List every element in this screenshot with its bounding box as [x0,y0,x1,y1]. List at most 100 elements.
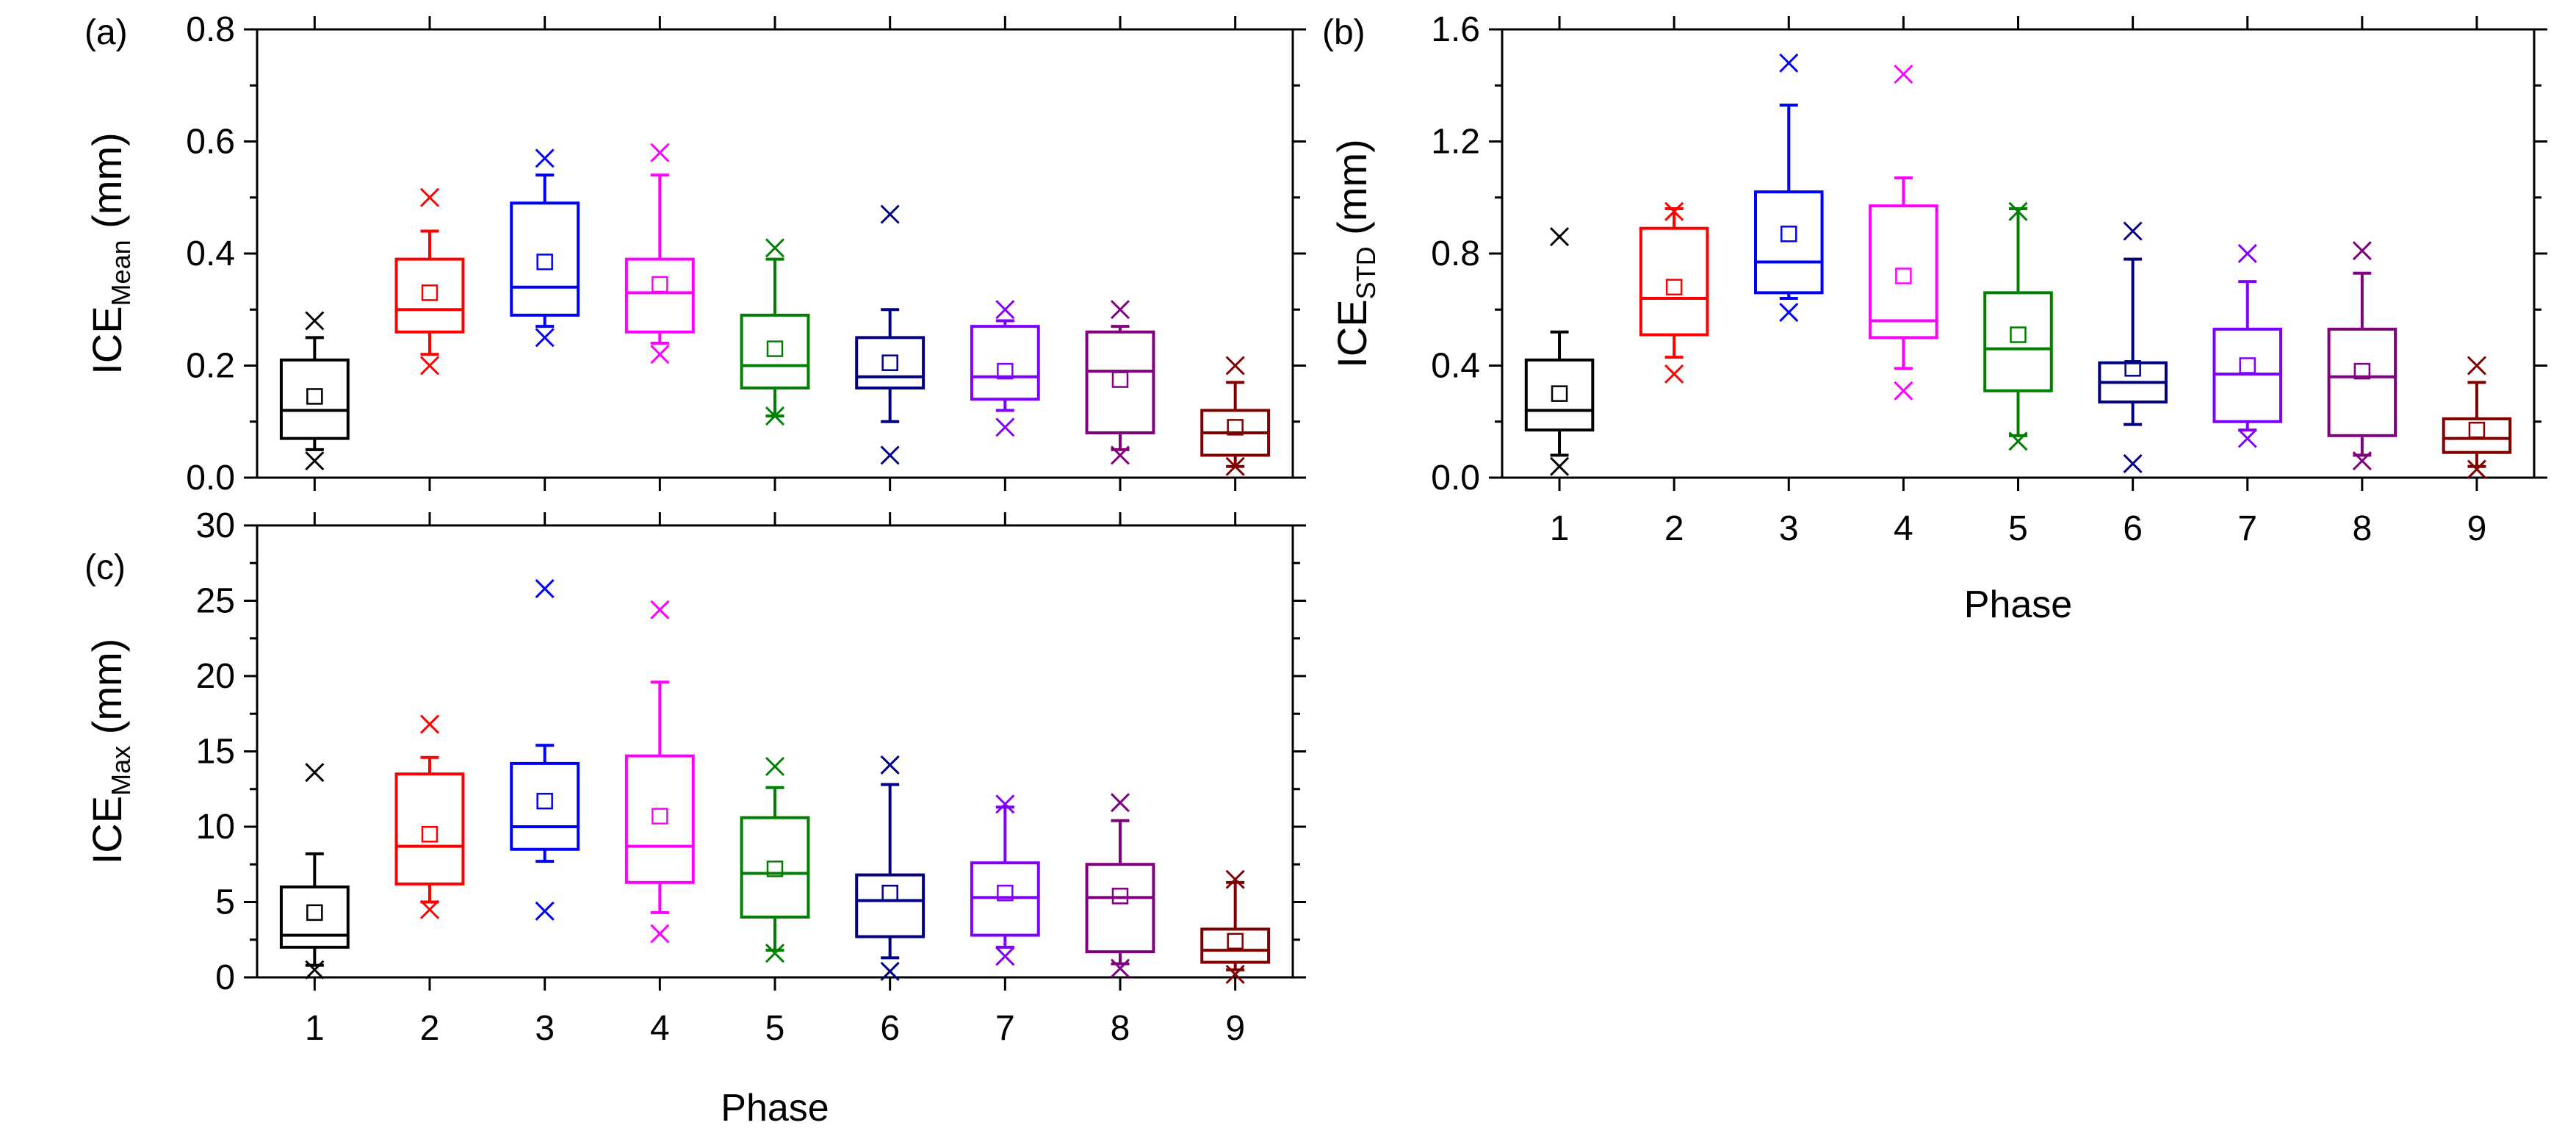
iqr-box [279,885,350,949]
min-marker [305,960,325,980]
x-tick-label: 8 [2352,509,2372,548]
box-phase-8 [2327,241,2398,471]
max-marker [995,300,1015,320]
iqr-box [1085,330,1155,434]
mean-marker [2353,362,2371,380]
mean-marker [881,354,898,371]
y-axis-label-subscript: Mean [106,240,136,306]
box-phase-5 [740,238,810,426]
max-marker [765,238,785,258]
iqr-box [279,358,350,440]
panel-a-ice-mean: 0.0 0.2 0.4 0.6 0.8 (a) ICEMean (mm) [84,10,1306,497]
y-axis-label-subscript: Max [106,746,136,796]
iqr-box [2327,327,2398,437]
min-marker [1894,381,1913,400]
box-phase-1 [1524,227,1595,476]
max-marker [1110,300,1130,320]
box-phase-9 [1200,869,1271,984]
x-tick-label: 8 [1111,1009,1130,1048]
max-marker [419,714,440,734]
iqr-box [1200,927,1271,964]
max-marker [995,794,1015,814]
box-phase-6 [855,755,926,981]
y-tick-label: 1.6 [1431,10,1480,49]
y-tick-label: 30 [196,506,235,545]
mean-marker [2468,421,2486,439]
iqr-box [2442,417,2512,454]
x-tick-label: 3 [535,1009,555,1048]
min-marker [2237,428,2257,448]
y-axis-label-main: ICE [84,796,130,864]
min-marker [1664,364,1684,384]
max-marker [650,600,670,619]
box-phase-4 [1869,64,1938,400]
panel-label: (c) [84,548,126,587]
max-marker [1225,356,1245,376]
min-marker [305,451,325,471]
box-phase-4 [624,143,695,364]
iqr-box [1754,190,1824,295]
min-marker [1549,456,1570,476]
panel-c-ice-max: 0 5 10 15 20 25 30 1 2 3 4 5 6 7 8 9 (c) ICEMax (mm) Phase [84,506,1306,1128]
max-marker [305,763,325,783]
min-marker [535,328,555,348]
panel-label: (a) [84,13,128,52]
iqr-box [394,257,465,334]
x-axis-label: Phase [721,1087,829,1128]
min-marker [535,901,555,921]
plot-frame [256,524,1294,979]
max-marker [2123,221,2143,241]
max-marker [1779,53,1799,73]
x-tick-label: 7 [2237,509,2257,548]
min-marker [995,417,1015,437]
box-phase-3 [510,579,580,921]
x-tick-label: 7 [995,1009,1015,1048]
x-tick-label: 1 [1550,509,1570,548]
iqr-box [970,861,1040,937]
max-marker [305,311,325,331]
max-marker [2467,356,2487,376]
y-tick-label: 0.4 [186,234,235,273]
min-marker [1225,964,1245,984]
box-phase-7 [2212,243,2282,448]
y-tick-label: 25 [196,582,235,621]
iqr-box [1085,863,1155,954]
mean-marker [2010,326,2027,343]
max-marker [535,148,555,168]
max-marker [1894,64,1913,85]
iqr-box [970,325,1040,401]
x-tick-label: 5 [765,1009,785,1048]
min-marker [1110,445,1130,465]
y-tick-label: 0.8 [186,10,235,49]
box-phase-9 [1200,356,1271,476]
y-axis-label-main: ICE [1329,299,1375,367]
mean-marker [2239,357,2256,374]
max-marker [1664,201,1684,221]
iqr-box [624,754,695,884]
iqr-box [1639,226,1709,337]
min-marker [419,899,440,919]
x-axis-label: Phase [1964,583,2072,626]
min-marker [650,345,670,364]
y-tick-label: 20 [196,657,235,696]
mean-marker [997,884,1014,902]
mean-marker [1111,371,1129,388]
mean-marker [652,808,668,825]
box-phase-8 [1085,300,1155,465]
y-tick-label: 0 [215,958,235,997]
max-marker [765,756,785,777]
box-phase-1 [279,763,350,980]
x-tick-label: 4 [1894,509,1913,548]
iqr-box [510,201,580,317]
mean-marker [652,276,668,293]
min-marker [765,944,785,963]
min-marker [2352,451,2372,471]
box-phase-6 [855,204,926,465]
min-marker [880,961,900,981]
box-phase-8 [1085,793,1155,978]
min-marker [2123,453,2143,473]
y-axis-label: ICESTD (mm) [1329,139,1381,368]
min-marker [419,356,440,376]
mean-marker [1895,267,1912,284]
max-marker [880,204,900,224]
